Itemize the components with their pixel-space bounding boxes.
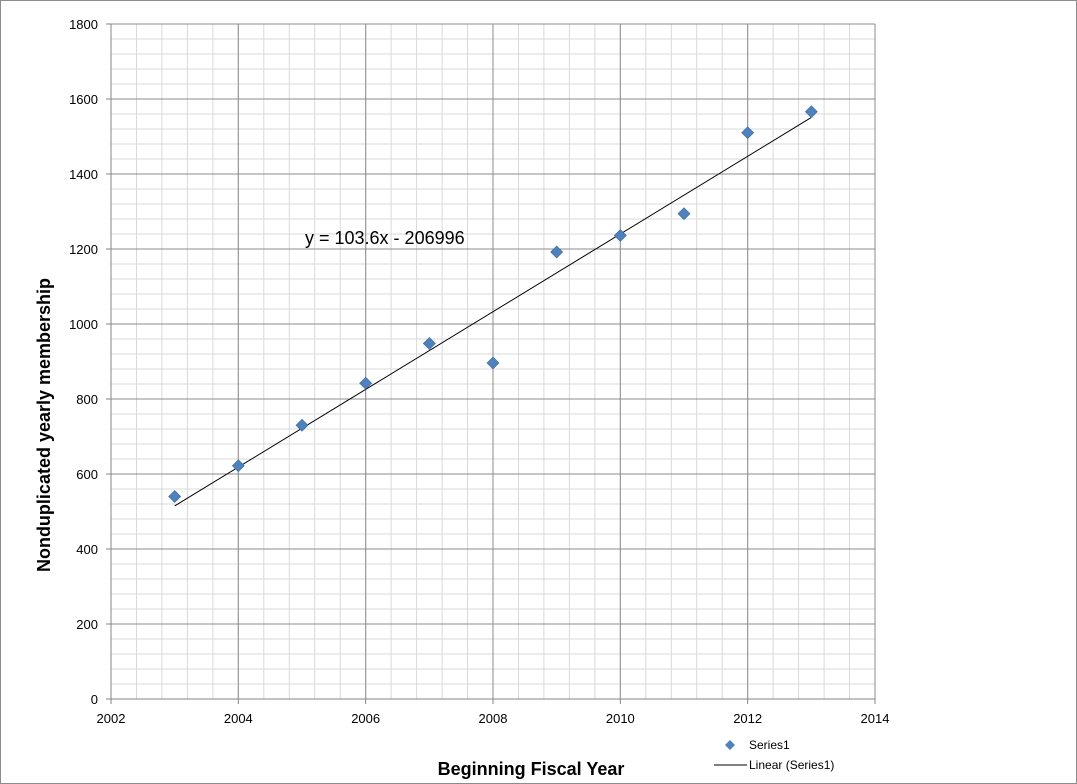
trendline [174, 117, 812, 507]
x-tick-label: 2014 [861, 711, 890, 726]
x-tick-label: 2010 [606, 711, 635, 726]
data-point [804, 105, 818, 119]
data-point [168, 490, 182, 503]
x-tick-label: 2008 [479, 711, 508, 726]
data-points [168, 105, 818, 503]
y-tick-label: 800 [76, 392, 98, 407]
x-tick-labels: 2002 2004 2006 2008 2010 2012 2014 [97, 711, 890, 726]
x-tick-label: 2002 [97, 711, 126, 726]
y-axis-title: Nonduplicated yearly membership [34, 278, 54, 572]
data-point [486, 356, 500, 370]
y-tick-label: 1000 [69, 317, 98, 332]
data-point [295, 418, 309, 432]
legend-label-trendline: Linear (Series1) [749, 758, 834, 772]
x-axis-title: Beginning Fiscal Year [438, 759, 625, 779]
data-point [677, 207, 691, 221]
y-tick-label: 1200 [69, 242, 98, 257]
trendline-equation: y = 103.6x - 206996 [305, 228, 465, 248]
x-tick-label: 2006 [351, 711, 380, 726]
y-tick-label: 0 [91, 692, 98, 707]
y-tick-label: 1800 [69, 17, 98, 32]
y-tick-labels: 0 200 400 600 800 1000 1200 1400 1600 1800 [69, 17, 98, 707]
data-point [741, 126, 755, 140]
data-point [550, 245, 564, 259]
y-tick-label: 600 [76, 467, 98, 482]
data-point [422, 337, 436, 350]
legend-marker-series1 [725, 740, 735, 750]
y-tick-label: 200 [76, 617, 98, 632]
y-tick-label: 1400 [69, 167, 98, 182]
x-tick-label: 2004 [224, 711, 253, 726]
legend-label-series1: Series1 [749, 738, 790, 752]
trendline-group [174, 117, 812, 507]
legend: Series1 Linear (Series1) [714, 738, 834, 772]
data-point [231, 459, 245, 473]
data-point [359, 376, 373, 390]
y-tick-label: 1600 [69, 92, 98, 107]
data-point [613, 229, 627, 242]
x-tick-label: 2012 [733, 711, 762, 726]
axes [106, 23, 876, 704]
y-tick-label: 400 [76, 542, 98, 557]
